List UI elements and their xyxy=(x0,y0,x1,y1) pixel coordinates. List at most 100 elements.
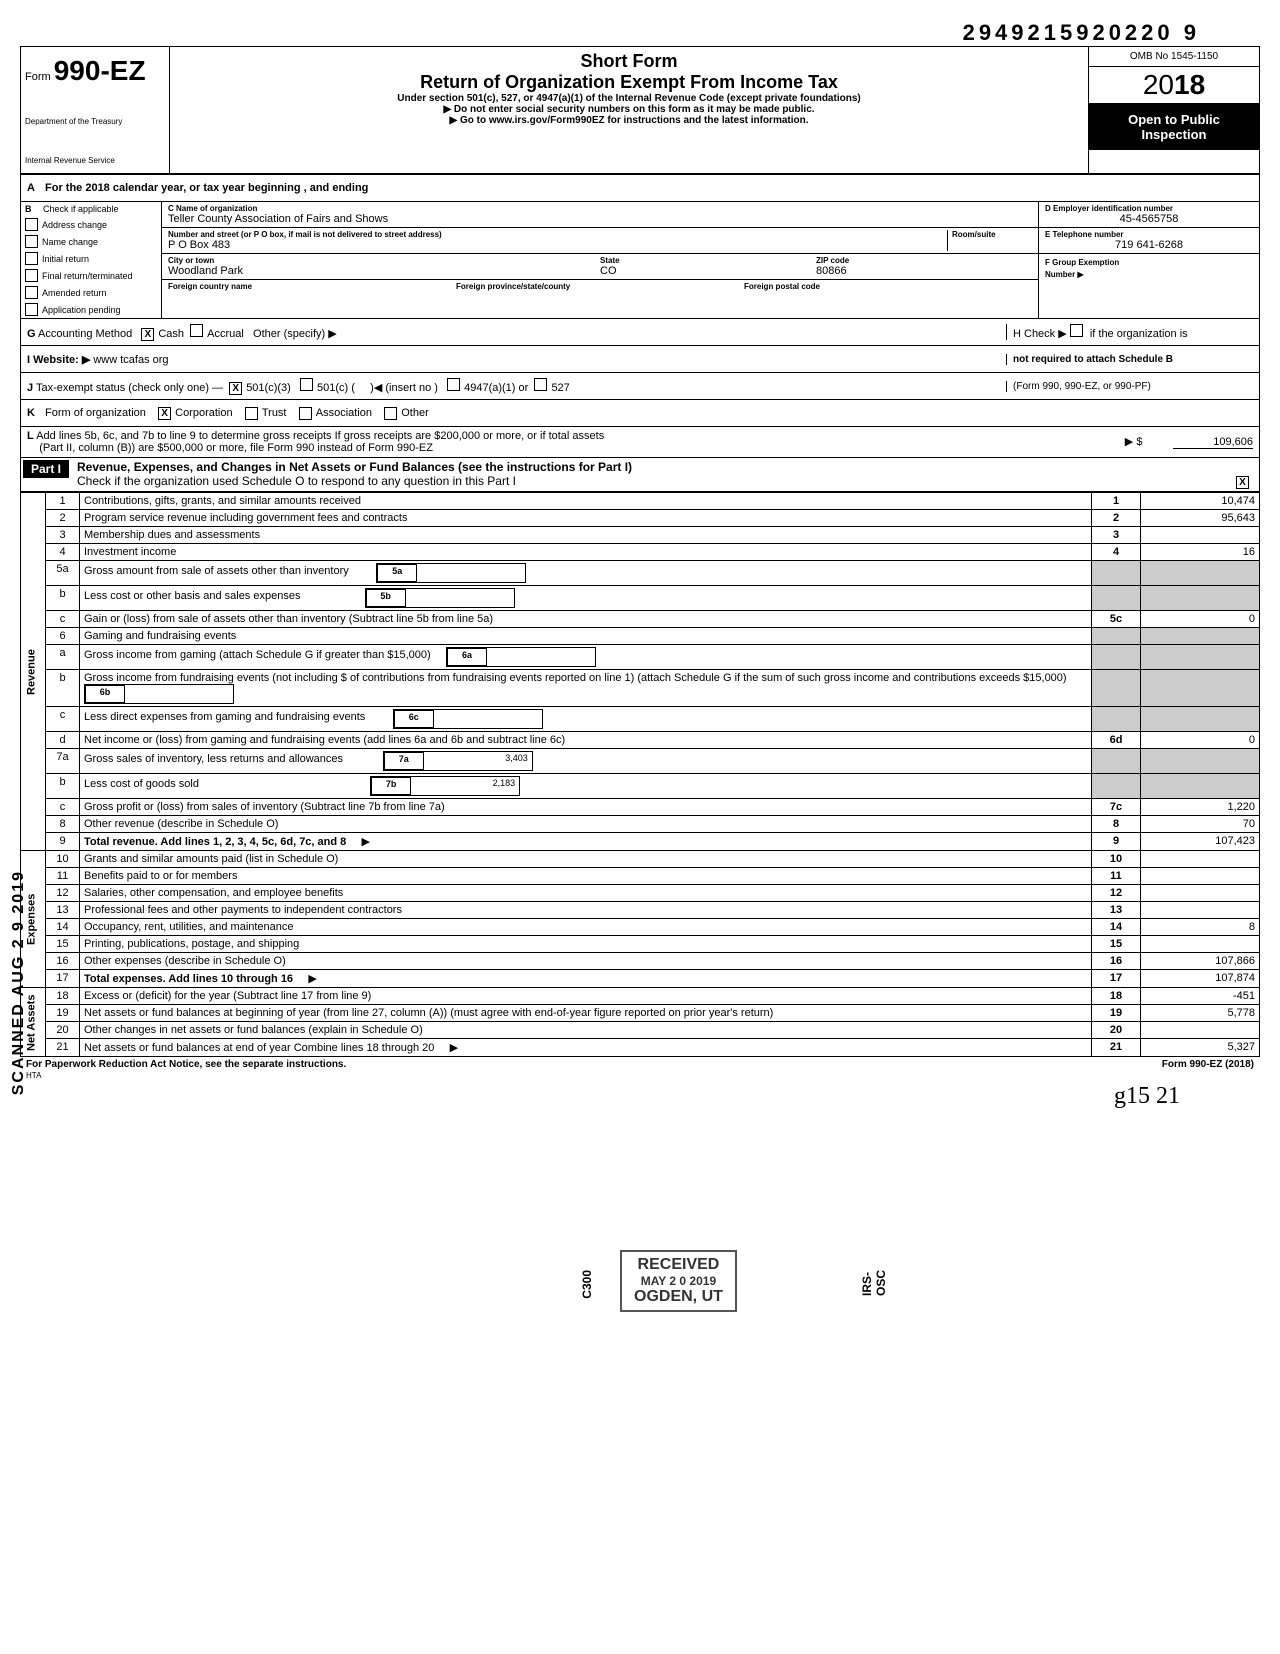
public-2: Inspection xyxy=(1097,127,1251,142)
org-zip: 80866 xyxy=(816,265,1032,277)
j-o2: 501(c) ( xyxy=(317,382,355,394)
b-initial: Initial return xyxy=(42,254,89,264)
line-19-v: 5,778 xyxy=(1141,1005,1260,1022)
j-label: Tax-exempt status (check only one) — xyxy=(36,382,223,394)
line-3-v xyxy=(1141,527,1260,544)
box-6a: 6a xyxy=(447,648,487,666)
line-num: 9 xyxy=(46,833,80,851)
line-num: 19 xyxy=(46,1005,80,1022)
received-loc: OGDEN, UT xyxy=(634,1288,723,1306)
form-number: 990-EZ xyxy=(54,55,146,86)
shaded xyxy=(1092,670,1141,707)
val-7a: 3,403 xyxy=(424,752,532,770)
check-h[interactable] xyxy=(1070,324,1083,337)
line-4-desc: Investment income xyxy=(80,544,1092,561)
side-expenses: Expenses xyxy=(21,851,46,988)
check-amended[interactable] xyxy=(25,286,38,299)
line-num: 13 xyxy=(46,902,80,919)
letter-l: L xyxy=(27,430,34,442)
c-city-label: City or town xyxy=(168,256,600,265)
check-accrual[interactable] xyxy=(190,324,203,337)
line-19-n: 19 xyxy=(1092,1005,1141,1022)
line-7c-v: 1,220 xyxy=(1141,799,1260,816)
c-foreign-postal: Foreign postal code xyxy=(744,282,1032,291)
letter-g: G xyxy=(27,328,36,340)
line-num: b xyxy=(46,586,80,611)
check-other[interactable] xyxy=(384,407,397,420)
line-11-n: 11 xyxy=(1092,868,1141,885)
check-final[interactable] xyxy=(25,269,38,282)
i-label: Website: ▶ xyxy=(33,354,90,366)
check-address[interactable] xyxy=(25,218,38,231)
part1-header: Part I Revenue, Expenses, and Changes in… xyxy=(20,458,1260,492)
check-501c[interactable] xyxy=(300,378,313,391)
line-num: 3 xyxy=(46,527,80,544)
line-20-v xyxy=(1141,1022,1260,1039)
line-1-n: 1 xyxy=(1092,493,1141,510)
line-num: 11 xyxy=(46,868,80,885)
line-7c-desc: Gross profit or (loss) from sales of inv… xyxy=(80,799,1092,816)
h-txt3: (Form 990, 990-EZ, or 990-PF) xyxy=(1013,381,1151,392)
check-app[interactable] xyxy=(25,303,38,316)
shaded xyxy=(1141,645,1260,670)
check-trust[interactable] xyxy=(245,407,258,420)
line-15-desc: Printing, publications, postage, and shi… xyxy=(80,936,1092,953)
form-box: Form 990-EZ Department of the Treasury I… xyxy=(21,47,170,173)
document-id: 2949215920220 9 xyxy=(20,20,1260,46)
line-num: 14 xyxy=(46,919,80,936)
j-o1: 501(c)(3) xyxy=(246,382,291,394)
lines-ghijkl: G Accounting Method XCash Accrual Other … xyxy=(20,319,1260,458)
val-6a xyxy=(487,648,595,666)
f-label: F Group Exemption xyxy=(1045,258,1119,267)
part1-check-text: Check if the organization used Schedule … xyxy=(77,474,516,488)
section-c: C Name of organizationTeller County Asso… xyxy=(162,202,1039,318)
line-19-desc: Net assets or fund balances at beginning… xyxy=(80,1005,1092,1022)
check-part1[interactable]: X xyxy=(1236,476,1249,489)
check-initial[interactable] xyxy=(25,252,38,265)
received-label: RECEIVED xyxy=(634,1256,723,1274)
letter-b: B xyxy=(25,204,43,214)
shaded xyxy=(1141,628,1260,645)
check-corp[interactable]: X xyxy=(158,407,171,420)
check-527[interactable] xyxy=(534,378,547,391)
part1-label: Part I xyxy=(23,460,69,478)
line-num: 15 xyxy=(46,936,80,953)
osc-stamp: IRS-OSC xyxy=(860,1270,888,1296)
check-name[interactable] xyxy=(25,235,38,248)
c-foreign-prov: Foreign province/state/county xyxy=(456,282,744,291)
line-num: 16 xyxy=(46,953,80,970)
line-num: 4 xyxy=(46,544,80,561)
line-16-desc: Other expenses (describe in Schedule O) xyxy=(80,953,1092,970)
line-21-desc: Net assets or fund balances at end of ye… xyxy=(80,1039,1092,1057)
line-17-n: 17 xyxy=(1092,970,1141,988)
shaded xyxy=(1141,561,1260,586)
side-revenue: Revenue xyxy=(21,493,46,851)
box-7a: 7a xyxy=(384,752,424,770)
check-4947[interactable] xyxy=(447,378,460,391)
l-txt1: Add lines 5b, 6c, and 7b to line 9 to de… xyxy=(36,430,604,442)
line-13-n: 13 xyxy=(1092,902,1141,919)
shaded xyxy=(1141,670,1260,707)
line-9-v: 107,423 xyxy=(1141,833,1260,851)
line-num: c xyxy=(46,611,80,628)
line-5c-desc: Gain or (loss) from sale of assets other… xyxy=(80,611,1092,628)
box-6c: 6c xyxy=(394,710,434,728)
h-label: H Check ▶ xyxy=(1013,328,1067,340)
line-7c-n: 7c xyxy=(1092,799,1141,816)
line-num: 17 xyxy=(46,970,80,988)
check-501c3[interactable]: X xyxy=(229,382,242,395)
line-9-n: 9 xyxy=(1092,833,1141,851)
g-accrual: Accrual xyxy=(207,328,244,340)
footer-left: For Paperwork Reduction Act Notice, see … xyxy=(26,1059,346,1070)
box-6b: 6b xyxy=(85,685,125,703)
line-num: 10 xyxy=(46,851,80,868)
line-2-n: 2 xyxy=(1092,510,1141,527)
box-5a: 5a xyxy=(377,564,417,582)
check-assoc[interactable] xyxy=(299,407,312,420)
line-7b-desc: Less cost of goods sold 7b2,183 xyxy=(80,774,1092,799)
line-20-n: 20 xyxy=(1092,1022,1141,1039)
line-14-desc: Occupancy, rent, utilities, and maintena… xyxy=(80,919,1092,936)
check-cash[interactable]: X xyxy=(141,328,154,341)
c-addr-label: Number and street (or P O box, if mail i… xyxy=(168,230,947,239)
c300-stamp: C300 xyxy=(580,1270,594,1299)
